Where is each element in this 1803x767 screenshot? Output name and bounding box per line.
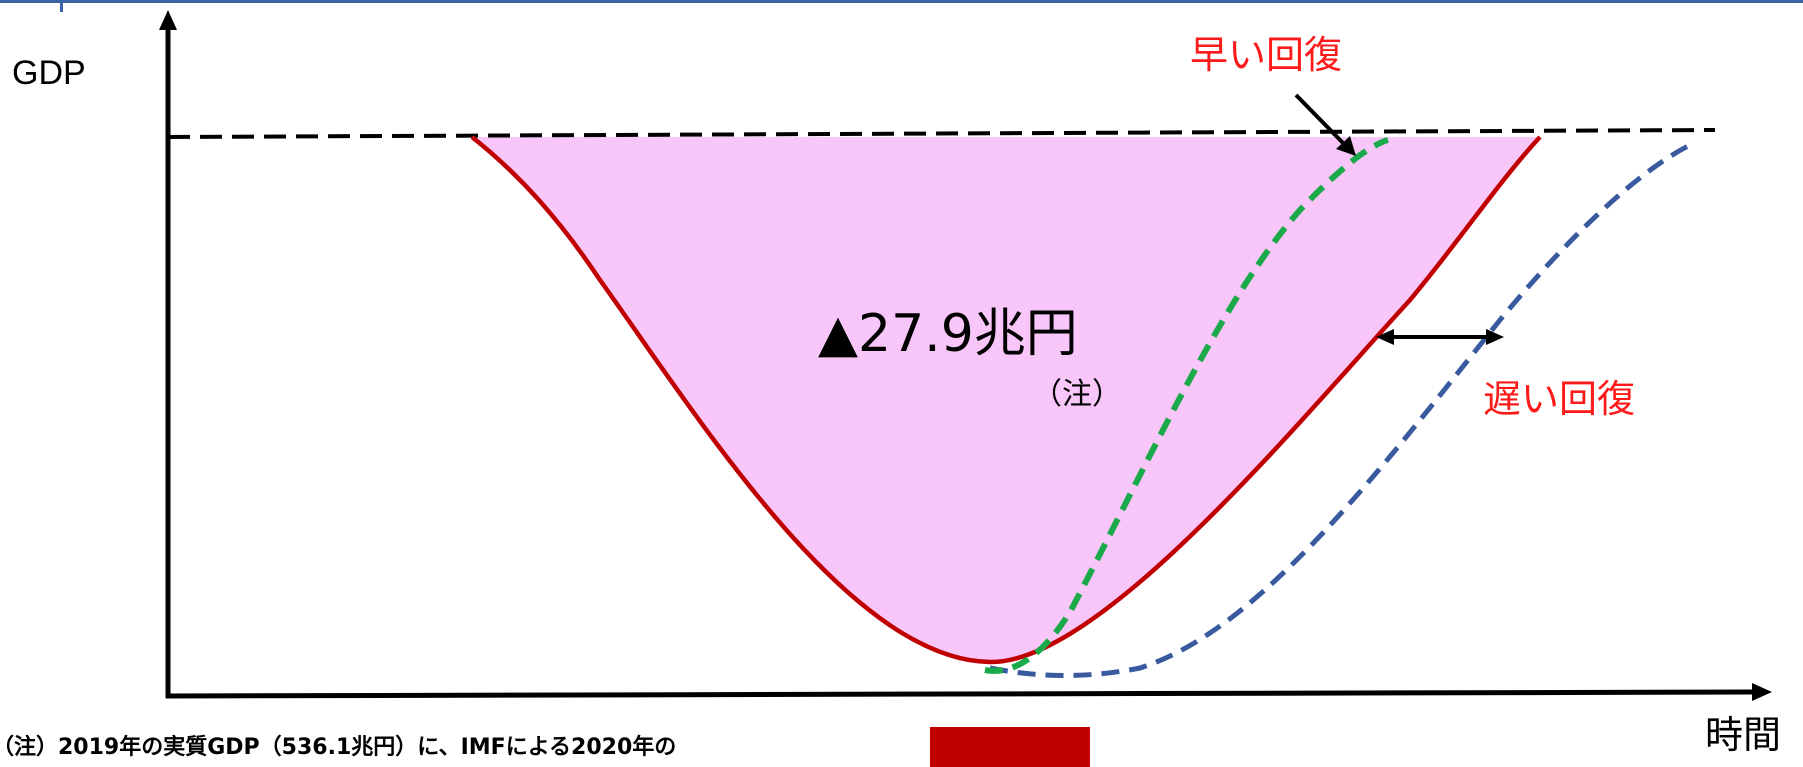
fast-recovery-label: 早い回復 (1190, 33, 1343, 77)
fast-recovery-curve (984, 137, 1389, 674)
x-axis-label: 時間 (1705, 713, 1782, 757)
y-axis-arrowhead (159, 10, 177, 30)
x-axis (165, 689, 1753, 699)
header-tab-mark (60, 0, 63, 12)
baseline-gdp-curve (470, 135, 1542, 665)
gdp-loss-area (472, 137, 1540, 663)
recovery-gap-arrowhead-right (1486, 329, 1504, 345)
footnote: （注）2019年の実質GDP（536.1兆円）に、IMFによる2020年の (0, 735, 677, 760)
x-axis-arrowhead (1752, 683, 1772, 701)
pre-crisis-level-line (167, 128, 1716, 139)
recovery-gap-arrowhead-left (1376, 329, 1394, 345)
fast-recovery-pointer-arrowhead (1336, 136, 1356, 156)
fast-recovery-pointer-line (1294, 93, 1347, 147)
slow-recovery-curve (989, 142, 1692, 678)
slow-recovery-label: 遅い回復 (1483, 377, 1636, 421)
gdp-loss-value: ▲27.9兆円 (818, 304, 1078, 364)
gdp-loss-note-mark: （注） (1032, 377, 1122, 412)
y-axis-label: GDP (12, 54, 86, 92)
header-rule (0, 0, 1803, 3)
footer-red-block (930, 727, 1090, 767)
